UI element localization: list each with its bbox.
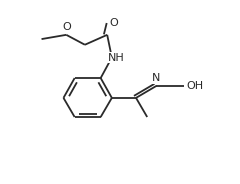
Text: N: N [152, 73, 161, 83]
Text: OH: OH [187, 81, 204, 91]
Text: O: O [62, 22, 71, 32]
Text: O: O [110, 19, 119, 29]
Text: NH: NH [108, 52, 124, 63]
